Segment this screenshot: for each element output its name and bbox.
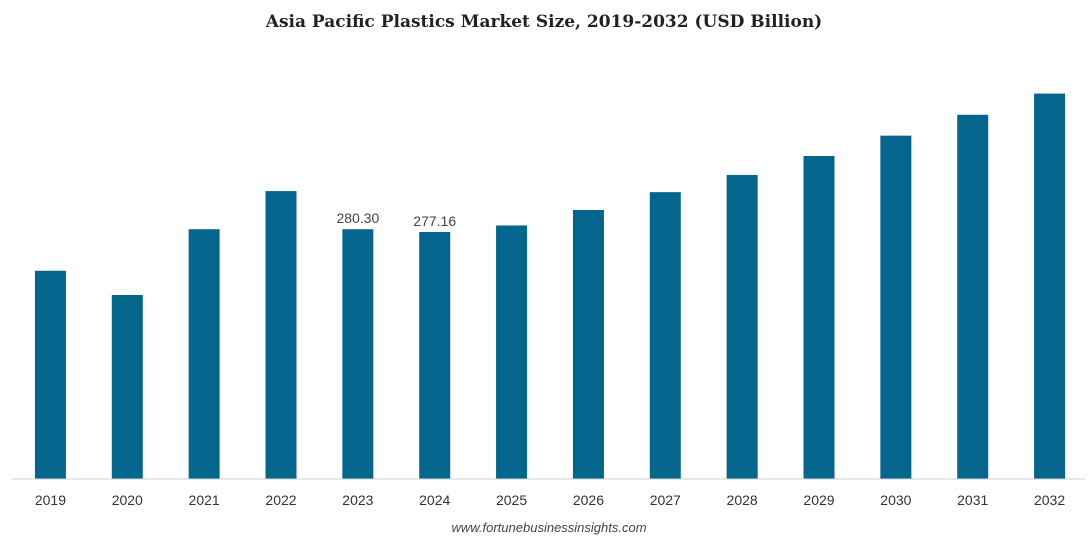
bar-2020 (111, 294, 143, 479)
x-tick-label-2032: 2032 (1034, 492, 1065, 508)
chart-title: Asia Pacific Plastics Market Size, 2019-… (265, 12, 823, 32)
x-tick-label-2031: 2031 (957, 492, 988, 508)
x-tick-label-2027: 2027 (650, 492, 681, 508)
bar-2024 (419, 232, 451, 479)
x-tick-label-2019: 2019 (35, 492, 66, 508)
bars-layer (34, 93, 1066, 479)
x-tick-label-2021: 2021 (189, 492, 220, 508)
bar-2032 (1034, 93, 1066, 479)
data-label-2024: 277.16 (413, 213, 456, 229)
x-tick-label-2030: 2030 (880, 492, 911, 508)
bar-2026 (572, 209, 604, 479)
x-tick-label-2022: 2022 (265, 492, 296, 508)
bar-2021 (188, 229, 220, 479)
bar-2030 (880, 135, 912, 479)
x-tick-labels-layer: 2019 2020 2021 2022 2023 2024 2025 2026 2027 2028… (35, 492, 1065, 508)
bar-2029 (803, 155, 835, 479)
x-tick-label-2024: 2024 (419, 492, 450, 508)
bar-2031 (957, 114, 989, 479)
x-tick-label-2020: 2020 (112, 492, 143, 508)
data-labels-layer: 280.30 277.16 (336, 210, 456, 229)
bar-2027 (649, 192, 681, 479)
bar-2025 (496, 225, 528, 479)
bar-2022 (265, 191, 297, 479)
x-tick-label-2025: 2025 (496, 492, 527, 508)
bar-2019 (34, 270, 66, 479)
bar-2023 (342, 229, 374, 479)
x-tick-label-2028: 2028 (727, 492, 758, 508)
source-watermark: www.fortunebusinessinsights.com (451, 520, 647, 535)
bar-2028 (726, 174, 758, 479)
data-label-2023: 280.30 (336, 210, 379, 226)
x-tick-label-2029: 2029 (803, 492, 834, 508)
x-tick-label-2023: 2023 (342, 492, 373, 508)
x-tick-label-2026: 2026 (573, 492, 604, 508)
